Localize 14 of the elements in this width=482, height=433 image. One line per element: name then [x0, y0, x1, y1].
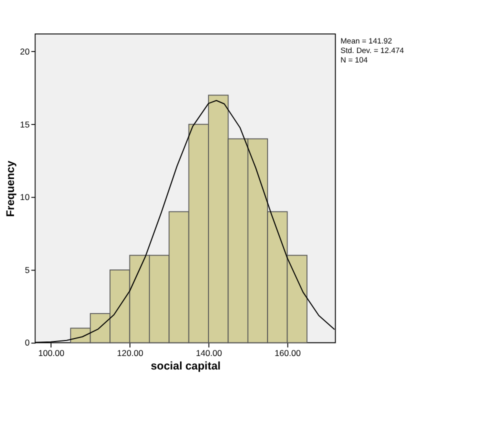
y-tick-label: 20	[20, 46, 30, 56]
text: Mean = 141.92	[340, 36, 392, 46]
x-axis-title: social capital	[150, 360, 221, 373]
x-tick-label: 140.00	[196, 348, 222, 358]
y-tick-label: 0	[24, 338, 30, 348]
y-tick-label: 5	[24, 264, 30, 275]
x-tick-label: 100.00	[38, 348, 65, 358]
text: Std. Dev. = 12.474	[340, 46, 405, 55]
x-tick-label: 120.00	[117, 348, 144, 358]
text: N = 104	[340, 55, 368, 64]
y-tick-label: 10	[20, 192, 30, 202]
y-tick-label: 15	[20, 119, 30, 130]
y-axis-title: Frequency	[5, 160, 18, 217]
x-tick-label: 160.00	[274, 348, 302, 358]
